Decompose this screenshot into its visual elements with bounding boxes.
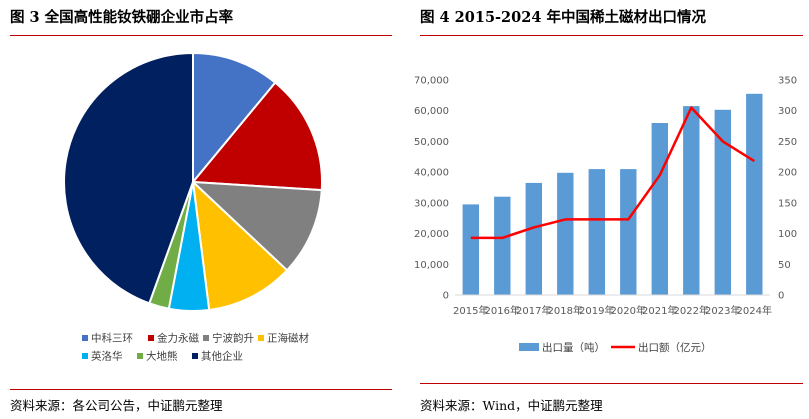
y-left-tick-label: 10,000 bbox=[414, 260, 449, 271]
y-right-tick-label: 0 bbox=[778, 291, 784, 302]
y-left-tick-label: 50,000 bbox=[414, 137, 449, 148]
pie-chart-title: 图 3 全国高性能钕铁硼企业市占率 bbox=[10, 9, 234, 26]
y-right-tick-label: 300 bbox=[778, 106, 797, 117]
y-right-tick-label: 150 bbox=[778, 198, 797, 209]
export-volume-bar-4 bbox=[557, 172, 574, 295]
pie-slice-1 bbox=[192, 51, 277, 185]
y-right-tick-label: 350 bbox=[778, 76, 797, 87]
legend-export-volume-swatch bbox=[519, 343, 539, 351]
x-tick-label: 2022年 bbox=[674, 304, 709, 317]
export-volume-bar-6 bbox=[620, 169, 637, 295]
pie-legend-swatch-4 bbox=[258, 335, 264, 341]
export-value-line bbox=[470, 106, 755, 240]
export-volume-bar-5 bbox=[588, 169, 605, 295]
pie-legend-label-5: 英洛华 bbox=[91, 350, 123, 363]
x-tick-label: 2024年 bbox=[737, 304, 772, 317]
pie-legend-label-1: 中科三环 bbox=[91, 332, 133, 345]
x-tick-label: 2021年 bbox=[642, 304, 677, 317]
x-tick-label: 2023年 bbox=[705, 304, 740, 317]
bar-chart-title: 图 4 2015-2024 年中国稀土磁材出口情况 bbox=[420, 9, 706, 26]
pie-legend-label-6: 大地熊 bbox=[146, 350, 178, 363]
pie-slice-2 bbox=[190, 81, 323, 192]
right-source-rule bbox=[420, 383, 803, 384]
pie-legend-label-4: 正海磁材 bbox=[267, 332, 309, 345]
pie-legend-swatch-3 bbox=[203, 335, 209, 341]
pie-slice-4 bbox=[191, 179, 289, 312]
pie-legend-label-3: 宁波韵升 bbox=[212, 332, 254, 345]
export-volume-bar-7 bbox=[651, 123, 668, 295]
bar-source-note: 资料来源：Wind，中证鹏元整理 bbox=[420, 398, 603, 413]
y-left-tick-label: 0 bbox=[443, 291, 449, 302]
y-right-tick-label: 250 bbox=[778, 137, 797, 148]
left-source-rule bbox=[10, 389, 392, 390]
x-tick-label: 2016年 bbox=[485, 304, 520, 317]
x-tick-label: 2017年 bbox=[516, 304, 551, 317]
pie-legend-swatch-7 bbox=[192, 353, 198, 359]
y-left-tick-label: 30,000 bbox=[414, 198, 449, 209]
pie-slice-3 bbox=[190, 180, 323, 272]
export-volume-bar-1 bbox=[462, 204, 479, 295]
x-tick-label: 2015年 bbox=[453, 304, 488, 317]
y-right-tick-label: 50 bbox=[778, 260, 791, 271]
pie-slice-7 bbox=[63, 51, 194, 305]
pie-legend-label-2: 金力永磁 bbox=[157, 332, 199, 345]
x-tick-label: 2020年 bbox=[611, 304, 646, 317]
pie-legend-swatch-1 bbox=[82, 335, 88, 341]
export-volume-bar-2 bbox=[494, 196, 511, 295]
y-left-tick-label: 70,000 bbox=[414, 76, 449, 87]
y-right-tick-label: 200 bbox=[778, 168, 797, 179]
legend-export-volume-label: 出口量（吨） bbox=[542, 341, 605, 354]
y-left-tick-label: 60,000 bbox=[414, 106, 449, 117]
legend-export-value-label: 出口额（亿元） bbox=[638, 341, 712, 354]
right-title-rule bbox=[420, 35, 803, 36]
y-left-tick-label: 40,000 bbox=[414, 168, 449, 179]
pie-source-note: 资料来源：各公司公告，中证鹏元整理 bbox=[10, 398, 223, 413]
pie-legend-label-7: 其他企业 bbox=[201, 350, 243, 363]
pie-legend-swatch-2 bbox=[148, 335, 154, 341]
left-title-rule bbox=[10, 35, 392, 36]
x-tick-label: 2018年 bbox=[548, 304, 583, 317]
pie-legend-swatch-5 bbox=[82, 353, 88, 359]
export-volume-bar-8 bbox=[683, 106, 700, 295]
export-volume-bar-3 bbox=[525, 182, 542, 295]
export-volume-bar-9 bbox=[714, 109, 731, 295]
export-volume-bar-10 bbox=[746, 93, 763, 295]
x-tick-label: 2019年 bbox=[579, 304, 614, 317]
pie-legend-swatch-6 bbox=[137, 353, 143, 359]
y-left-tick-label: 20,000 bbox=[414, 229, 449, 240]
y-right-tick-label: 100 bbox=[778, 229, 797, 240]
